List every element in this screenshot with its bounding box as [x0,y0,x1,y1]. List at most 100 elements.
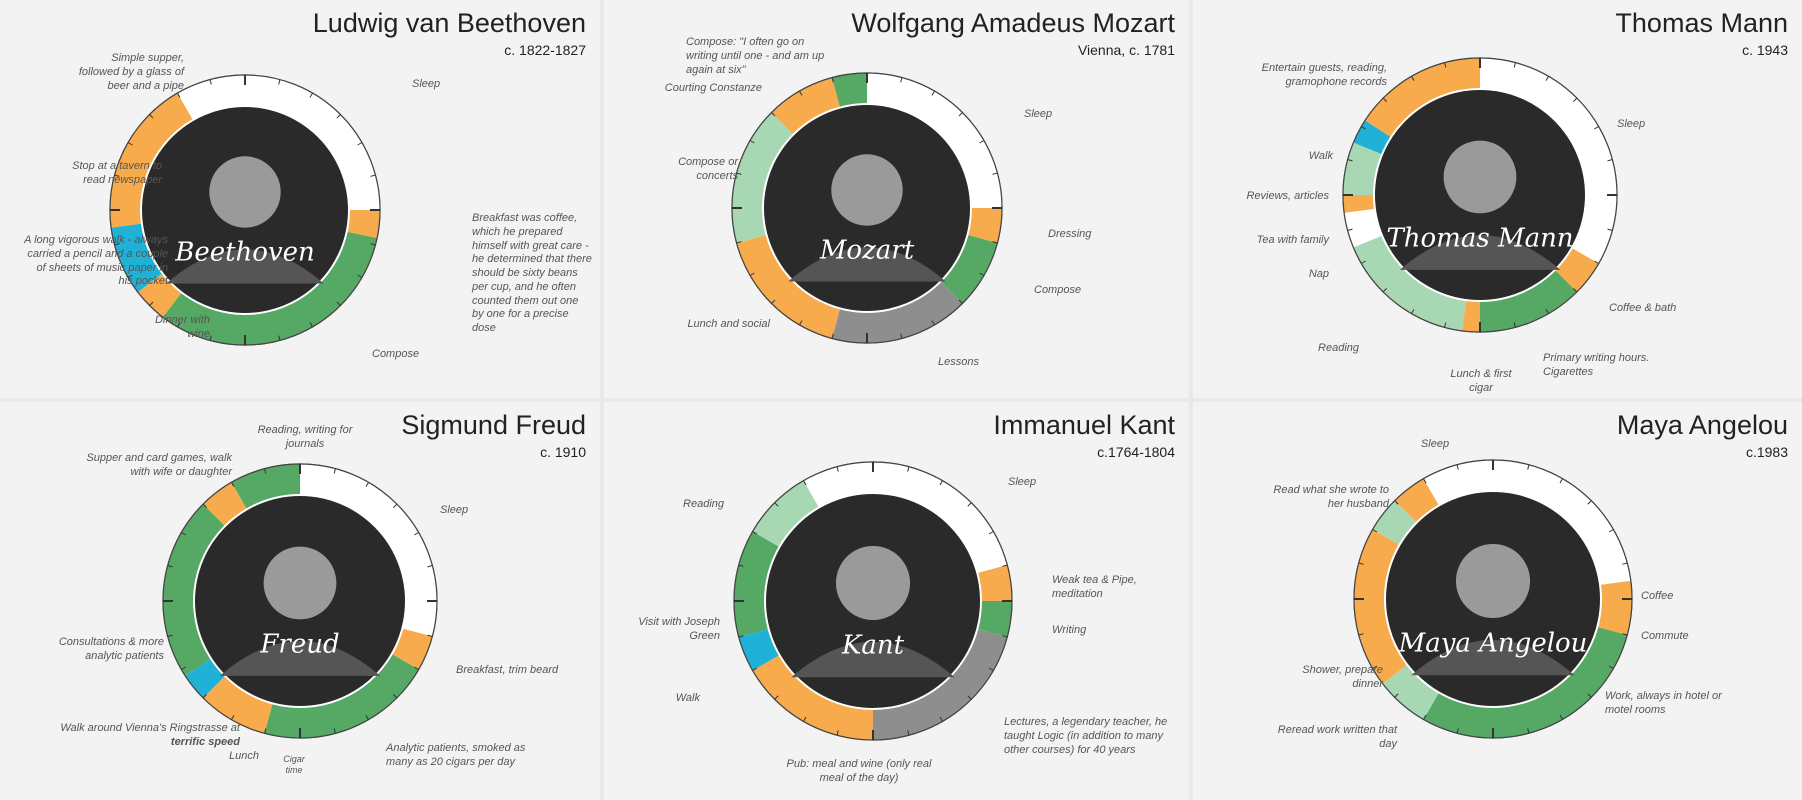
segment-sleep [867,73,1002,208]
label-lectures: Lectures, a legendary teacher, he taught… [1004,716,1168,756]
hour-tick [803,716,807,722]
hour-tick [774,502,779,507]
segment-creative_light [1343,142,1382,195]
hour-tick [907,466,910,472]
clock-chart-mozart: Mozart [731,72,1003,344]
person-date: c.1983 [1745,444,1788,460]
hour-tick [414,666,419,670]
portrait-face [1443,140,1517,214]
hour-tick [967,695,972,700]
label-compose: Compose [1034,284,1082,296]
hour-tick [931,320,935,326]
hour-tick [1372,529,1378,533]
person-date: c. 1943 [1742,42,1788,58]
hour-tick [900,77,903,83]
hour-tick [1002,635,1008,638]
hour-tick [336,301,341,306]
segment-leisure [392,628,433,670]
hour-tick [958,299,963,304]
hour-tick [278,79,281,85]
segment-leisure [736,235,840,339]
label-lunch: Lunch [229,750,259,762]
hour-tick [427,634,433,637]
hour-tick [370,243,376,246]
hour-tick [771,112,776,117]
hour-tick [752,531,758,535]
hour-tick [836,466,839,472]
hour-tick [771,299,776,304]
segment-exercise [738,629,779,671]
hour-tick [414,532,419,536]
label-sleep: Sleep [1008,476,1037,488]
label-visit: Visit with Joseph Green [638,616,720,642]
segment-creative_light [752,480,819,547]
signature: Mozart [819,235,915,265]
hour-tick [1002,564,1008,567]
hour-tick [333,728,336,734]
hour-tick [939,480,943,486]
label-dressing: Dressing [1048,228,1092,240]
label-reread: Reread work written that day [1277,724,1397,750]
signature: Freud [259,629,339,659]
hour-tick [231,715,235,720]
segment-leisure [110,93,193,228]
label-analytic: Analytic patients, smoked as many as 20 … [386,742,526,768]
person-date: Vienna, c. 1781 [1077,42,1175,58]
hour-tick [1545,309,1549,314]
segment-leisure [968,208,1002,243]
label-reading: Reading [683,498,724,510]
hour-tick [1527,464,1530,470]
hour-tick [202,503,208,509]
hour-tick [278,335,281,341]
hour-tick [202,693,208,699]
label-sleep: Sleep [1024,108,1053,120]
hour-tick [114,174,120,177]
hour-tick [1358,562,1364,565]
segment-leisure [771,77,840,134]
hour-tick [831,77,834,83]
person-name: Maya Angelou [1616,410,1788,440]
label-work: Work, always in hotel or motel rooms [1605,690,1722,716]
segment-day_job [873,629,1008,740]
hour-tick [1559,478,1563,484]
hour-tick [149,301,154,306]
segment-leisure [1598,580,1632,635]
segment-leisure [203,676,273,734]
person-name: Immanuel Kant [993,410,1175,440]
hour-tick [1608,529,1614,533]
portrait-face [209,156,281,228]
hour-tick [738,635,744,638]
hour-tick [1594,126,1599,130]
hour-tick [979,272,985,276]
hour-tick [1622,562,1628,565]
panel-angelou: Maya Angelou Maya Angelou c.1983 Sleep R… [1193,402,1802,800]
segment-leisure [1555,248,1599,292]
label-sleep: Sleep [440,504,469,516]
person-date: c.1764-1804 [1097,444,1175,460]
hour-tick [127,274,133,278]
hour-tick [1572,287,1578,293]
segment-sleep [245,75,380,210]
hour-tick [1607,228,1613,231]
hour-tick [1394,500,1399,505]
hour-tick [1444,62,1447,68]
segment-creative [1480,270,1577,332]
label-consultations: Consultations & more analytic patients [58,636,164,662]
signature: Maya Angelou [1398,628,1588,658]
clock-chart-freud: Freud [162,463,438,739]
label-lunch: Lunch & first cigar [1450,368,1512,394]
hour-tick [803,480,807,486]
signature: Beethoven [174,237,315,267]
hour-tick [1456,728,1459,734]
segment-leisure [137,273,182,318]
segment-leisure [347,210,380,239]
hour-tick [1423,714,1427,720]
hour-tick [1411,76,1415,81]
hour-tick [958,112,963,117]
hour-tick [1394,693,1399,698]
signature: Kant [841,630,905,660]
clock-chart-kant: Kant [733,461,1013,741]
person-name: Sigmund Freud [401,410,586,440]
label-reviews: Reviews, articles [1246,190,1329,202]
